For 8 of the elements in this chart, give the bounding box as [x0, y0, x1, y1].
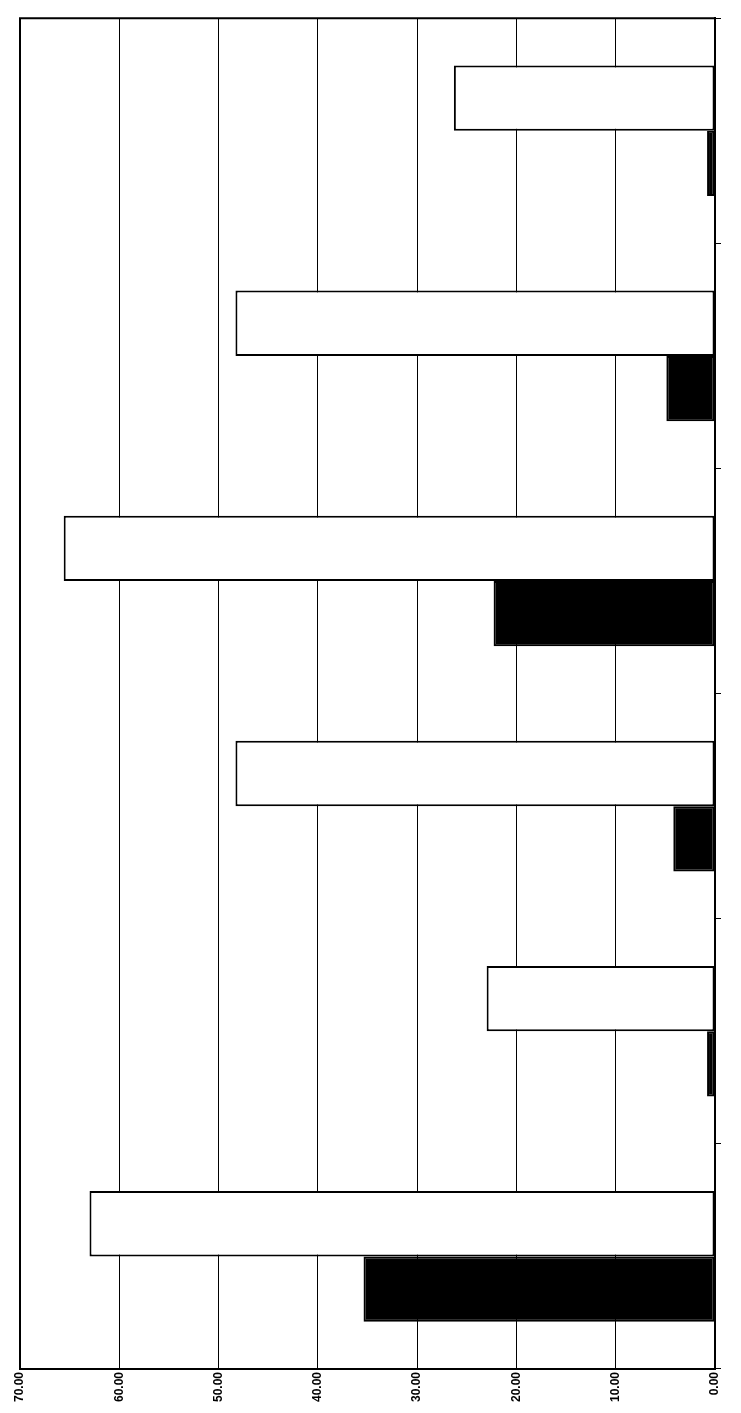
x-tick-label: 40.00	[310, 1371, 325, 1402]
x-tick-label: 60.00	[111, 1371, 126, 1402]
x-tick-label: 30.00	[409, 1371, 424, 1402]
x-tick-label: 20.00	[508, 1371, 523, 1402]
x-tick-label: 70.00	[12, 1371, 27, 1402]
x-tick-label: 0.00	[707, 1371, 722, 1396]
x-tick-label: 10.00	[608, 1371, 623, 1402]
x-tick-label: 50.00	[210, 1371, 225, 1402]
